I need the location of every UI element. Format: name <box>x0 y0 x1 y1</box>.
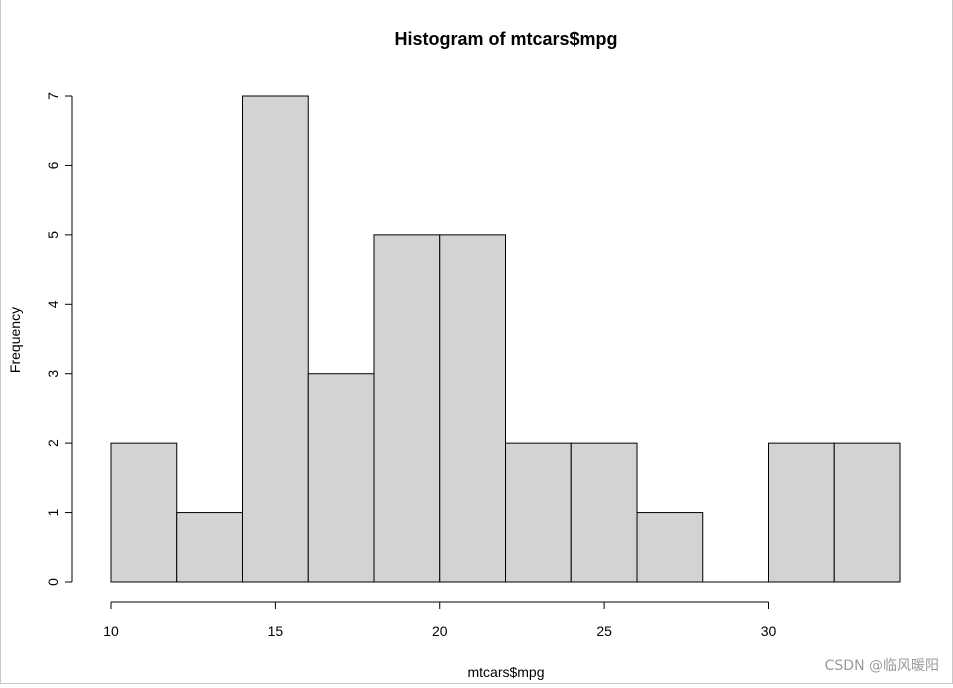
y-axis-title: Frequency <box>7 307 23 373</box>
histogram-bar-7 <box>505 442 572 583</box>
x-axis: 10 15 20 25 30 <box>103 601 777 639</box>
chart-title: Histogram of mtcars$mpg <box>394 29 617 49</box>
y-tick-label: 7 <box>45 92 61 100</box>
y-tick-label: 4 <box>45 300 61 308</box>
x-axis-title: mtcars$mpg <box>467 664 544 680</box>
histogram-bar-1 <box>110 442 178 583</box>
histogram-bars <box>110 95 901 583</box>
histogram-bar-2 <box>176 512 243 583</box>
y-tick-label: 6 <box>45 161 61 169</box>
histogram-bar-5 <box>373 234 441 583</box>
histogram-bar-9 <box>636 512 704 583</box>
histogram-bar-11 <box>768 442 835 583</box>
y-tick-label: 1 <box>45 508 61 516</box>
watermark-label: CSDN @临风暖阳 <box>824 658 939 674</box>
y-tick-label: 2 <box>45 439 61 447</box>
x-tick-label: 30 <box>761 623 777 639</box>
x-tick-label: 25 <box>596 623 612 639</box>
histogram-bar-12 <box>833 442 901 583</box>
x-tick-label: 15 <box>268 623 284 639</box>
histogram-bar-4 <box>307 373 375 583</box>
x-tick-label: 10 <box>103 623 119 639</box>
histogram-bar-8 <box>570 442 638 583</box>
x-tick-label: 20 <box>432 623 448 639</box>
y-axis: 0 1 2 3 4 5 6 7 <box>45 92 73 586</box>
y-tick-label: 0 <box>45 578 61 586</box>
y-tick-label: 3 <box>45 370 61 378</box>
y-tick-label: 5 <box>45 231 61 239</box>
histogram-bar-3 <box>242 95 309 583</box>
histogram-bar-6 <box>439 234 506 583</box>
